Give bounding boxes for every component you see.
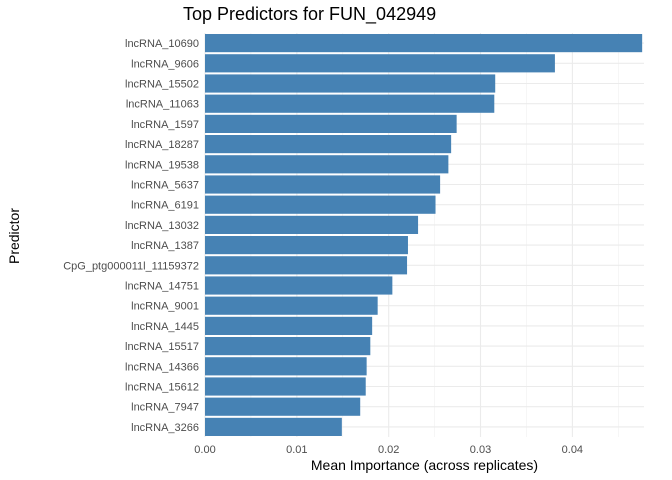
bar [205,135,452,154]
y-tick-label: lncRNA_15517 [125,341,199,353]
bar [205,175,441,194]
y-tick-label: lncRNA_1445 [131,321,199,333]
y-tick-label: lncRNA_14751 [125,281,199,293]
y-tick-label: lncRNA_9001 [131,301,199,313]
bar [205,397,361,416]
y-tick-label: lncRNA_11063 [126,99,199,111]
y-tick-label: lncRNA_1597 [131,119,199,131]
y-tick-label: lncRNA_13032 [125,220,199,232]
y-tick-label: lncRNA_10690 [125,38,199,50]
y-tick-label: lncRNA_3266 [131,422,199,434]
bar [205,296,378,315]
y-tick-label: lncRNA_15612 [125,382,199,394]
y-axis-title: Predictor [6,207,22,265]
bar [205,276,393,295]
bar [205,417,342,436]
bar [205,256,408,275]
x-axis-title: Mean Importance (across replicates) [310,457,539,473]
y-tick-label: lncRNA_5637 [131,180,199,192]
x-tick-label: 0.03 [470,444,491,456]
chart-title: Top Predictors for FUN_042949 [183,4,437,24]
bar [205,357,367,376]
bar [205,195,436,214]
bar [205,236,408,255]
x-tick-label: 0.04 [562,444,583,456]
y-tick-label: lncRNA_7947 [131,402,199,414]
bar [205,34,643,53]
bar [205,316,373,335]
y-tick-label: lncRNA_14366 [125,361,199,373]
y-tick-label: lncRNA_19538 [125,159,199,171]
bar [205,215,419,234]
bar [205,337,371,356]
y-tick-label: lncRNA_9606 [131,58,199,70]
bar [205,74,496,93]
bar [205,114,457,133]
bar [205,54,555,73]
y-tick-label: lncRNA_1387 [131,240,199,252]
bar [205,94,495,113]
bar [205,155,449,174]
x-tick-label: 0.01 [286,444,307,456]
x-tick-label: 0.00 [194,444,215,456]
y-tick-label: lncRNA_18287 [125,139,199,151]
y-tick-label: lncRNA_6191 [131,200,199,212]
y-tick-label: CpG_ptg000011l_11159372 [63,260,199,272]
x-tick-label: 0.02 [378,444,399,456]
y-tick-label: lncRNA_15502 [125,79,199,91]
bar [205,377,366,396]
